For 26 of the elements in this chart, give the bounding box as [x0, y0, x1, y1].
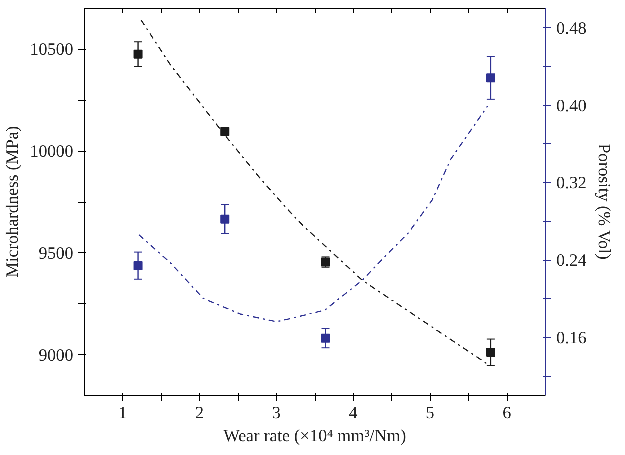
point [134, 261, 143, 270]
x-tick-label: 6 [502, 404, 512, 422]
x-tick-label: 2 [195, 404, 204, 422]
y-tick-label: 10000 [30, 142, 74, 162]
y-tick-label: 10500 [30, 40, 74, 60]
y-axis-title: Microhardness (MPa) [3, 126, 22, 278]
point [220, 127, 230, 136]
y2-tick-label: 0.40 [556, 96, 587, 116]
x-tick-label: 5 [426, 404, 435, 422]
y-tick-label: 9000 [38, 346, 74, 365]
x-axis-title: Wear rate (×10⁴ mm³/Nm) [224, 426, 407, 446]
y-tick-label: 9500 [38, 244, 74, 263]
point [134, 50, 143, 59]
y2-tick-label: 0.24 [556, 251, 588, 270]
point [321, 334, 330, 343]
y2-axis-title: Porosity (% Vol) [594, 144, 614, 260]
point [486, 74, 496, 83]
x-tick-label: 4 [349, 404, 358, 422]
x-tick-label: 1 [118, 404, 128, 422]
y2-tick-label: 0.48 [556, 18, 587, 38]
x-tick-label: 3 [272, 404, 281, 422]
y2-tick-label: 0.32 [556, 174, 587, 193]
y2-tick-label: 0.16 [556, 328, 588, 348]
point [220, 214, 230, 224]
point [486, 348, 496, 358]
line-series [138, 106, 488, 323]
